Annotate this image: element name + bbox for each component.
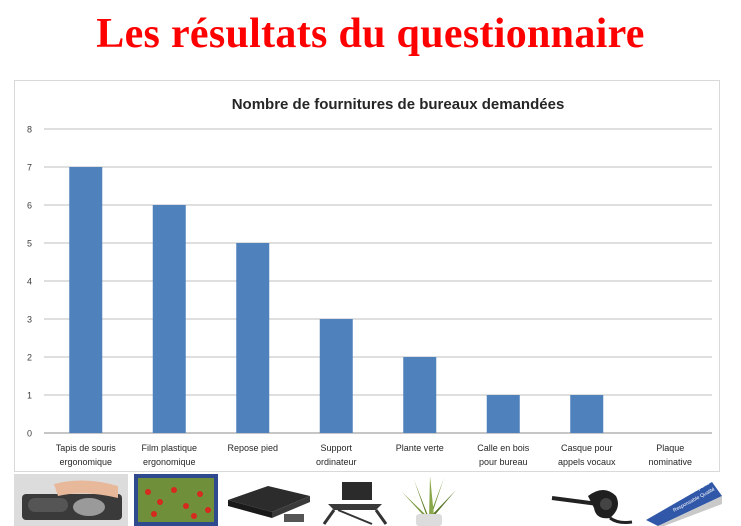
bar — [570, 395, 604, 433]
bar — [236, 243, 270, 433]
x-tick-label: nominative — [648, 457, 692, 467]
laptop-stand-photo — [318, 474, 392, 526]
bar — [403, 357, 437, 433]
bar — [486, 395, 520, 433]
x-tick-label: ergonomique — [143, 457, 196, 467]
bar — [319, 319, 353, 433]
y-tick-label: 3 — [27, 315, 32, 325]
x-tick-label: Repose pied — [227, 443, 278, 453]
bar — [69, 167, 103, 433]
screen-filter-photo — [134, 474, 218, 526]
y-tick-label: 5 — [27, 239, 32, 249]
y-tick-label: 0 — [27, 429, 32, 439]
y-tick-label: 4 — [27, 277, 32, 287]
x-tick-label: appels vocaux — [558, 457, 616, 467]
bar-chart: Nombre de fournitures de bureaux demandé… — [27, 96, 712, 467]
bar — [152, 205, 186, 433]
chart-title: Nombre de fournitures de bureaux demandé… — [232, 96, 565, 113]
chart-frame: Nombre de fournitures de bureaux demandé… — [14, 80, 720, 472]
nameplate-photo: Isabelle Dupont Responsable Qualité — [642, 474, 724, 526]
x-tick-label: Film plastique — [141, 443, 197, 453]
x-tick-label: Calle en bois — [477, 443, 530, 453]
x-tick-label: Plaque — [656, 443, 684, 453]
mouse-pad-photo — [14, 474, 128, 526]
x-tick-label: pour bureau — [479, 457, 528, 467]
y-tick-label: 2 — [27, 353, 32, 363]
y-tick-label: 8 — [27, 125, 32, 135]
x-tick-label: ergonomique — [59, 457, 112, 467]
headset-photo — [548, 474, 638, 526]
x-tick-label: Support — [320, 443, 352, 453]
plant-photo — [394, 474, 464, 526]
y-tick-label: 1 — [27, 391, 32, 401]
slide-title: Les résultats du questionnaire — [96, 11, 645, 57]
x-tick-label: Plante verte — [396, 443, 444, 453]
x-tick-label: Casque pour — [561, 443, 613, 453]
footrest-photo — [222, 474, 314, 526]
y-tick-label: 7 — [27, 163, 32, 173]
x-tick-label: ordinateur — [316, 457, 357, 467]
x-tick-label: Tapis de souris — [56, 443, 117, 453]
y-tick-label: 6 — [27, 201, 32, 211]
